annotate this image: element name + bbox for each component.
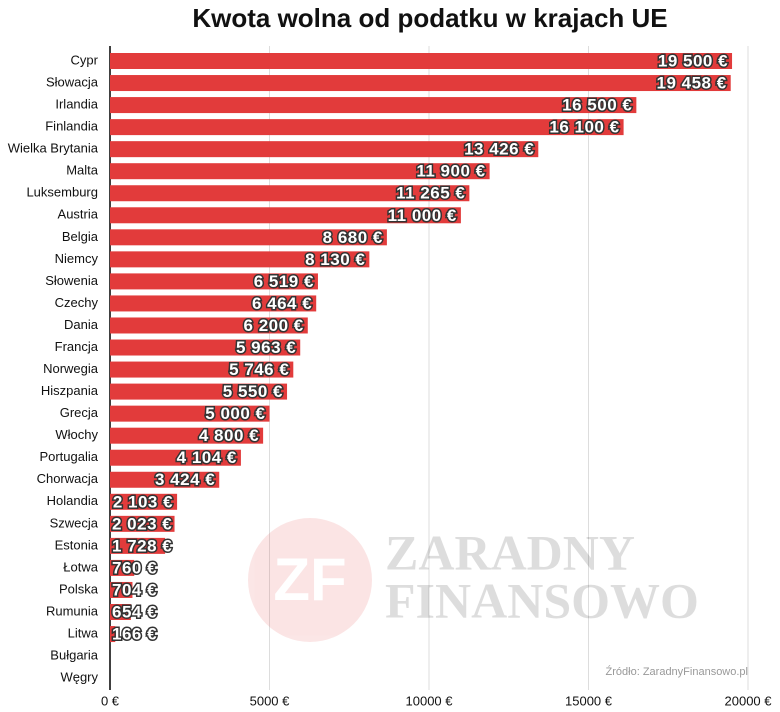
- bar: [110, 559, 135, 576]
- y-tick-label: Holandia: [47, 493, 99, 508]
- y-tick-label: Francja: [55, 339, 99, 354]
- bar: [110, 604, 131, 620]
- value-label: 166 €: [112, 625, 157, 644]
- bar: [110, 75, 731, 92]
- value-label: 11 265 €: [396, 184, 465, 203]
- x-tick-label: 15000 €: [565, 693, 613, 708]
- x-tick-label: 5000 €: [250, 693, 291, 708]
- y-tick-label: Łotwa: [63, 559, 98, 574]
- y-tick-label: Włochy: [55, 427, 98, 442]
- y-tick-label: Rumunia: [46, 603, 99, 618]
- value-label: 11 000 €: [388, 206, 457, 225]
- bar: [110, 493, 178, 510]
- watermark-logo: ZF: [273, 546, 346, 613]
- source: Źródło: ZaradnyFinansowo.pl: [606, 665, 748, 678]
- y-tick-label: Grecja: [60, 405, 99, 420]
- bar: [110, 251, 370, 268]
- value-label: 760 €: [112, 558, 157, 577]
- value-label: 8 680 €: [323, 228, 383, 247]
- value-label: 5 746 €: [229, 360, 289, 379]
- y-tick-label: Słowacja: [46, 74, 99, 89]
- bar: [110, 229, 387, 246]
- y-tick-label: Bułgaria: [50, 648, 98, 663]
- bar: [110, 141, 539, 158]
- bar: [110, 361, 294, 378]
- value-label: 5 550 €: [223, 382, 283, 401]
- y-tick-label: Wielka Brytania: [8, 141, 99, 156]
- bar: [110, 97, 637, 114]
- value-label: 704 €: [112, 580, 157, 599]
- watermark-line2: FINANSOWO: [385, 572, 699, 628]
- bar: [110, 53, 733, 69]
- value-label: 5 963 €: [236, 338, 296, 357]
- value-label: 19 458 €: [657, 74, 727, 93]
- bar: [110, 471, 220, 488]
- watermark-circle: [248, 518, 372, 642]
- value-label: 16 100 €: [549, 118, 619, 137]
- y-tick-label: Chorwacja: [37, 471, 99, 486]
- bar: [110, 581, 133, 598]
- value-label: 19 500 €: [658, 51, 728, 70]
- bar: [110, 449, 241, 466]
- value-label: 13 426 €: [464, 140, 534, 159]
- value-label: 4 800 €: [199, 426, 259, 445]
- value-label: 6 519 €: [254, 272, 314, 291]
- y-tick-label: Norwegia: [43, 361, 99, 376]
- y-tick-label: Cypr: [71, 52, 99, 67]
- bar: [110, 295, 317, 312]
- value-label: 1 728 €: [112, 536, 172, 555]
- x-tick-label: 10000 €: [406, 693, 454, 708]
- watermark: ZF ZARADNY FINANSOWO: [248, 518, 699, 642]
- value-label: 3 424 €: [155, 470, 215, 489]
- y-tick-label: Austria: [58, 207, 99, 222]
- bar: [110, 163, 490, 180]
- value-label: 6 464 €: [252, 294, 312, 313]
- y-tick-label: Belgia: [62, 229, 99, 244]
- value-label: 11 900 €: [416, 162, 485, 181]
- bar: [110, 317, 308, 334]
- y-tick-label: Szwecja: [50, 515, 99, 530]
- y-tick-label: Malta: [66, 163, 99, 178]
- x-tick-label: 0 €: [101, 693, 120, 708]
- bar: [110, 515, 175, 532]
- y-tick-label: Hiszpania: [41, 383, 99, 398]
- value-label: 2 103 €: [113, 492, 173, 511]
- y-tick-label: Estonia: [55, 537, 99, 552]
- y-tick-label: Węgry: [60, 670, 98, 685]
- chart-title: Kwota wolna od podatku w krajach UE: [192, 3, 667, 33]
- bar: [110, 383, 288, 400]
- value-label: 654 €: [112, 602, 157, 621]
- x-tick-label: 20000 €: [725, 693, 773, 708]
- value-label: 4 104 €: [177, 448, 237, 467]
- bar: [110, 185, 470, 202]
- y-tick-label: Polska: [59, 581, 99, 596]
- y-tick-label: Finlandia: [45, 119, 99, 134]
- y-tick-label: Luksemburg: [26, 185, 98, 200]
- y-tick-label: Litwa: [68, 625, 99, 640]
- bar: [110, 273, 318, 290]
- value-label: 5 000 €: [205, 404, 265, 423]
- bar: [110, 427, 264, 444]
- bar: [110, 405, 270, 422]
- y-tick-label: Niemcy: [55, 251, 99, 266]
- y-tick-label: Portugalia: [39, 449, 98, 464]
- value-label: 8 130 €: [305, 250, 365, 269]
- value-label: 2 023 €: [112, 514, 172, 533]
- watermark-line1: ZARADNY: [385, 524, 635, 580]
- bar: [110, 626, 116, 643]
- bar: [110, 119, 624, 136]
- bar: [110, 207, 461, 224]
- bar: [110, 537, 166, 554]
- y-tick-label: Czechy: [55, 295, 99, 310]
- bar: [110, 339, 301, 356]
- y-tick-label: Dania: [64, 317, 99, 332]
- y-tick-label: Irlandia: [55, 97, 98, 112]
- value-label: 6 200 €: [244, 316, 304, 335]
- y-tick-label: Słowenia: [45, 273, 99, 288]
- value-label: 16 500 €: [562, 96, 632, 115]
